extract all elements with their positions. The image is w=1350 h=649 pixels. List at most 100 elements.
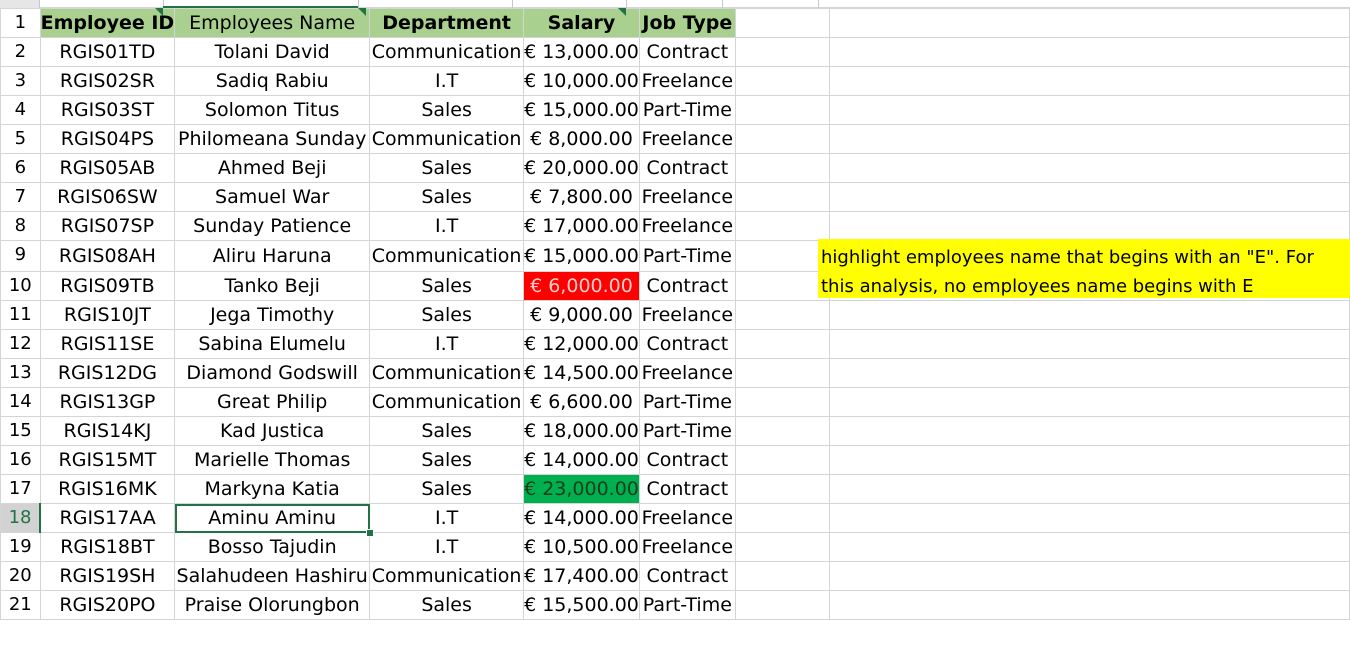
- employee-name-cell[interactable]: Tanko Beji: [174, 271, 371, 301]
- row-header[interactable]: 19: [0, 532, 41, 562]
- job-type-cell[interactable]: Contract: [638, 474, 736, 504]
- department-cell[interactable]: I.T: [369, 329, 525, 359]
- empty-cell[interactable]: [734, 300, 830, 330]
- department-cell[interactable]: Sales: [369, 445, 525, 475]
- department-cell[interactable]: Communication: [369, 387, 525, 417]
- employee-id-cell[interactable]: RGIS14KJ: [39, 416, 176, 446]
- salary-cell[interactable]: € 7,800.00: [523, 182, 640, 212]
- empty-cell[interactable]: [828, 387, 1350, 417]
- fill-handle[interactable]: [365, 528, 374, 537]
- department-cell[interactable]: Sales: [369, 416, 525, 446]
- employee-id-cell[interactable]: RGIS13GP: [39, 387, 176, 417]
- empty-cell[interactable]: [734, 124, 830, 154]
- employee-id-cell[interactable]: RGIS09TB: [39, 271, 176, 301]
- empty-cell[interactable]: [734, 211, 830, 241]
- empty-cell[interactable]: [828, 474, 1350, 504]
- row-header[interactable]: 1: [0, 8, 41, 38]
- job-type-cell[interactable]: Contract: [638, 561, 736, 591]
- employee-id-cell[interactable]: RGIS19SH: [39, 561, 176, 591]
- employee-id-cell[interactable]: RGIS06SW: [39, 182, 176, 212]
- job-type-cell[interactable]: Contract: [638, 153, 736, 183]
- empty-cell[interactable]: [734, 387, 830, 417]
- empty-cell[interactable]: [734, 8, 830, 38]
- salary-cell[interactable]: € 10,500.00: [523, 532, 640, 562]
- job-type-cell[interactable]: Freelance: [638, 66, 736, 96]
- job-type-cell[interactable]: Contract: [638, 37, 736, 67]
- employee-name-cell[interactable]: Kad Justica: [174, 416, 371, 446]
- row-header[interactable]: 20: [0, 561, 41, 591]
- department-cell[interactable]: Sales: [369, 182, 525, 212]
- empty-cell[interactable]: [734, 66, 830, 96]
- job-type-cell[interactable]: Freelance: [638, 503, 736, 533]
- header-department[interactable]: Department: [369, 8, 525, 38]
- department-cell[interactable]: Sales: [369, 474, 525, 504]
- employee-name-cell[interactable]: Tolani David: [174, 37, 371, 67]
- empty-cell[interactable]: [734, 240, 830, 272]
- job-type-cell[interactable]: Part-Time: [638, 590, 736, 620]
- empty-cell[interactable]: [828, 124, 1350, 154]
- salary-cell[interactable]: € 15,500.00: [523, 590, 640, 620]
- employee-name-cell[interactable]: Praise Olorungbon: [174, 590, 371, 620]
- salary-cell[interactable]: € 8,000.00: [523, 124, 640, 154]
- department-cell[interactable]: Communication: [369, 240, 525, 272]
- employee-id-cell[interactable]: RGIS17AA: [39, 503, 176, 533]
- empty-cell[interactable]: [828, 561, 1350, 591]
- empty-cell[interactable]: [734, 590, 830, 620]
- salary-cell[interactable]: € 15,000.00: [523, 95, 640, 125]
- empty-cell[interactable]: [734, 474, 830, 504]
- row-header[interactable]: 2: [0, 37, 41, 67]
- empty-cell[interactable]: [828, 445, 1350, 475]
- employee-name-cell[interactable]: Salahudeen Hashiru: [174, 561, 371, 591]
- row-header[interactable]: 12: [0, 329, 41, 359]
- employee-id-cell[interactable]: RGIS05AB: [39, 153, 176, 183]
- empty-cell[interactable]: [828, 37, 1350, 67]
- employee-name-cell[interactable]: Bosso Tajudin: [174, 532, 371, 562]
- empty-cell[interactable]: [828, 153, 1350, 183]
- job-type-cell[interactable]: Contract: [638, 329, 736, 359]
- department-cell[interactable]: I.T: [369, 503, 525, 533]
- employee-name-cell[interactable]: Diamond Godswill: [174, 358, 371, 388]
- employee-id-cell[interactable]: RGIS15MT: [39, 445, 176, 475]
- salary-cell[interactable]: € 14,500.00: [523, 358, 640, 388]
- department-cell[interactable]: I.T: [369, 211, 525, 241]
- employee-id-cell[interactable]: RGIS10JT: [39, 300, 176, 330]
- employee-name-cell[interactable]: Aliru Haruna: [174, 240, 371, 272]
- job-type-cell[interactable]: Part-Time: [638, 387, 736, 417]
- row-header[interactable]: 14: [0, 387, 41, 417]
- empty-cell[interactable]: [828, 590, 1350, 620]
- employee-id-cell[interactable]: RGIS08AH: [39, 240, 176, 272]
- row-header[interactable]: 7: [0, 182, 41, 212]
- empty-cell[interactable]: [734, 532, 830, 562]
- row-header[interactable]: 18: [0, 503, 42, 533]
- active-cell[interactable]: Aminu Aminu: [174, 503, 371, 533]
- employee-id-cell[interactable]: RGIS12DG: [39, 358, 176, 388]
- empty-cell[interactable]: [828, 300, 1350, 330]
- employee-id-cell[interactable]: RGIS16MK: [39, 474, 176, 504]
- salary-cell[interactable]: € 12,000.00: [523, 329, 640, 359]
- row-header[interactable]: 9: [0, 240, 41, 272]
- employee-id-cell[interactable]: RGIS18BT: [39, 532, 176, 562]
- empty-cell[interactable]: [734, 182, 830, 212]
- row-header[interactable]: 3: [0, 66, 41, 96]
- department-cell[interactable]: Sales: [369, 153, 525, 183]
- empty-cell[interactable]: [734, 416, 830, 446]
- job-type-cell[interactable]: Freelance: [638, 124, 736, 154]
- employee-name-cell[interactable]: Ahmed Beji: [174, 153, 371, 183]
- job-type-cell[interactable]: Freelance: [638, 300, 736, 330]
- row-header[interactable]: 21: [0, 590, 41, 620]
- employee-name-cell[interactable]: Markyna Katia: [174, 474, 371, 504]
- note-highlight-cell[interactable]: highlight employees name that begins wit…: [818, 239, 1350, 298]
- salary-cell[interactable]: € 17,000.00: [523, 211, 640, 241]
- empty-cell[interactable]: [734, 445, 830, 475]
- empty-cell[interactable]: [828, 416, 1350, 446]
- employee-name-cell[interactable]: Great Philip: [174, 387, 371, 417]
- row-header[interactable]: 16: [0, 445, 41, 475]
- employee-id-cell[interactable]: RGIS02SR: [39, 66, 176, 96]
- empty-cell[interactable]: [828, 95, 1350, 125]
- department-cell[interactable]: Communication: [369, 124, 525, 154]
- employee-name-cell[interactable]: Sabina Elumelu: [174, 329, 371, 359]
- row-header[interactable]: 17: [0, 474, 41, 504]
- department-cell[interactable]: I.T: [369, 66, 525, 96]
- employee-name-cell[interactable]: Samuel War: [174, 182, 371, 212]
- job-type-cell[interactable]: Freelance: [638, 182, 736, 212]
